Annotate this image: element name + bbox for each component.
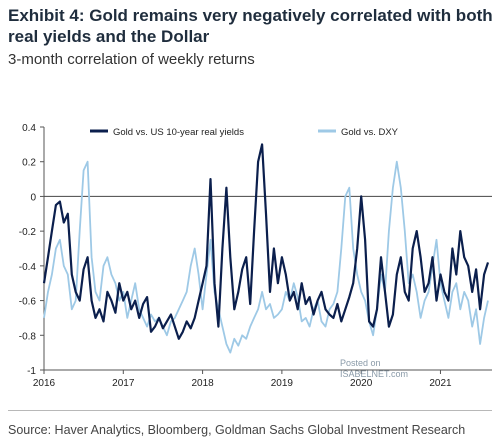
watermark-line2: ISABELNET.com bbox=[340, 369, 409, 379]
y-tick-label: -1 bbox=[27, 366, 36, 377]
y-tick-label: -0.6 bbox=[19, 297, 37, 308]
y-tick-label: -0.8 bbox=[19, 331, 37, 342]
series-line-real-yields bbox=[42, 143, 490, 340]
x-tick-label: 2019 bbox=[271, 378, 294, 389]
x-tick-label: 2021 bbox=[429, 378, 452, 389]
watermark: Posted on ISABELNET.com bbox=[340, 358, 408, 380]
legend-label: Gold vs. US 10-year real yields bbox=[113, 127, 244, 138]
y-tick-label: 0 bbox=[30, 192, 36, 203]
x-tick-label: 2017 bbox=[112, 378, 135, 389]
source-note: Source: Haver Analytics, Bloomberg, Gold… bbox=[8, 423, 466, 437]
chart-subtitle: 3-month correlation of weekly returns bbox=[8, 51, 255, 68]
series-lines bbox=[42, 143, 490, 354]
divider bbox=[8, 410, 492, 411]
legend-label: Gold vs. DXY bbox=[341, 127, 399, 138]
legend: Gold vs. US 10-year real yields Gold vs. … bbox=[90, 127, 399, 138]
x-tick-label: 2018 bbox=[191, 378, 214, 389]
axes: -1 -0.8 -0.6 -0.4 -0.2 0 0.2 0.4 2016 2017 2018 201… bbox=[19, 123, 492, 389]
x-tick-label: 2016 bbox=[33, 378, 56, 389]
y-tick-label: 0.4 bbox=[22, 123, 36, 134]
x-tick-label: 2020 bbox=[350, 378, 373, 389]
correlation-chart: -1 -0.8 -0.6 -0.4 -0.2 0 0.2 0.4 2016 2017 2018 201… bbox=[19, 123, 492, 389]
y-tick-label: -0.4 bbox=[19, 262, 37, 273]
y-tick-label: 0.2 bbox=[22, 158, 36, 169]
chart-title: Exhibit 4: Gold remains very negatively … bbox=[8, 6, 493, 46]
y-tick-label: -0.2 bbox=[19, 227, 37, 238]
watermark-line1: Posted on bbox=[340, 358, 381, 368]
